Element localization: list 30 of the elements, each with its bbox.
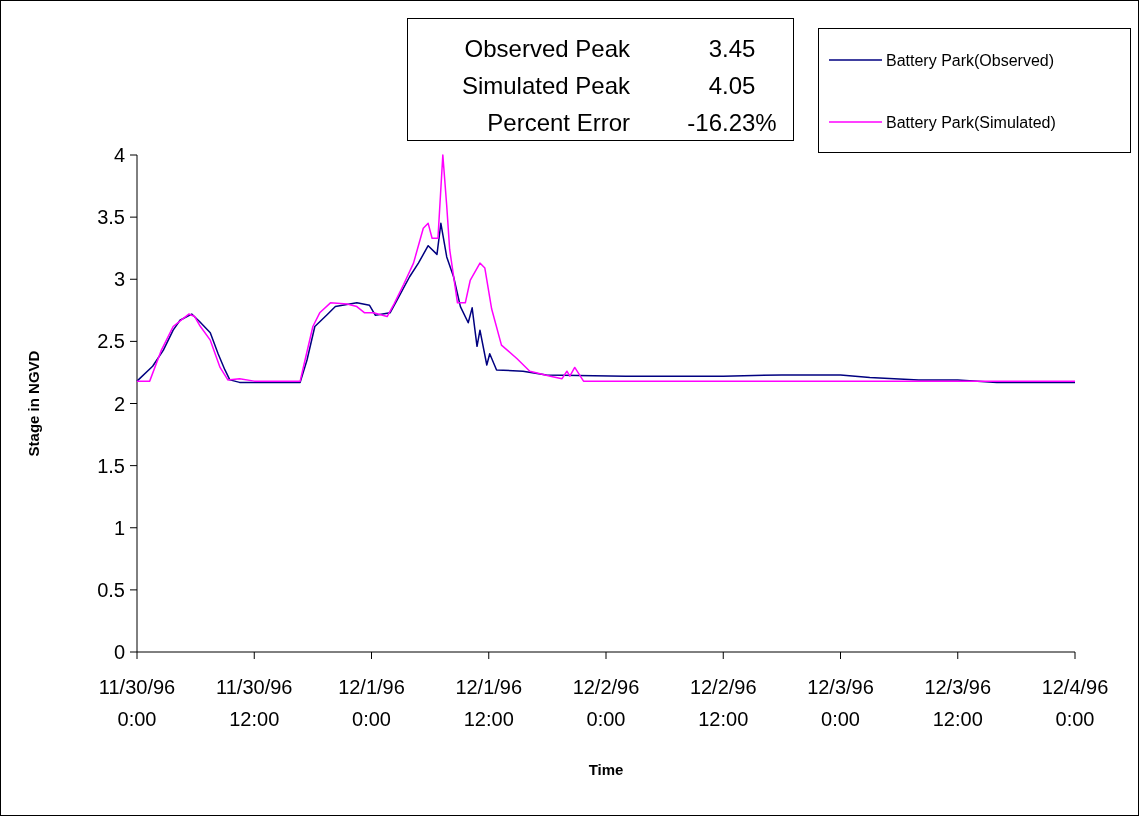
text: Observed Peak <box>464 35 631 63</box>
y-tick-label: 3.5 <box>97 206 125 229</box>
y-tick-label: 4 <box>113 144 125 166</box>
x-axis-title: Time <box>588 761 624 778</box>
y-tick-label: 0.5 <box>97 578 125 601</box>
x-tick-label: 12/4/96 0:00 <box>1041 676 1109 730</box>
x-tick-label: 12/3/96 12:00 <box>924 676 992 730</box>
line-series <box>136 222 1076 384</box>
text: Simulated Peak <box>461 72 631 100</box>
x-tick-label: 12/2/96 12:00 <box>689 676 757 730</box>
text: -16.23% <box>687 109 777 137</box>
y-tick-label: 0 <box>113 641 125 663</box>
legend-label: Battery Park(Observed) <box>886 51 1055 69</box>
y-tick-label: 1 <box>113 516 125 539</box>
x-tick-label: 12/2/96 0:00 <box>572 676 640 730</box>
text: Percent Error <box>487 109 630 137</box>
y-tick-label: 1.5 <box>97 454 125 477</box>
legend-label: Battery Park(Simulated) <box>886 113 1056 131</box>
y-tick-label: 2 <box>113 392 125 415</box>
y-tick-label: 3 <box>113 268 125 291</box>
x-tick-label: 12/1/96 0:00 <box>338 676 405 730</box>
line-series <box>136 154 1076 382</box>
text: 3.45 <box>708 35 756 63</box>
x-tick-label: 11/30/96 0:00 <box>98 676 176 730</box>
x-tick-label: 12/3/96 0:00 <box>807 676 874 730</box>
y-axis-title: Stage in NGVD <box>25 350 42 457</box>
y-tick-label: 2.5 <box>97 330 125 353</box>
text: 4.05 <box>708 72 756 100</box>
x-tick-label: 12/1/96 12:00 <box>455 676 523 730</box>
x-tick-label: 11/30/96 12:00 <box>216 676 293 730</box>
